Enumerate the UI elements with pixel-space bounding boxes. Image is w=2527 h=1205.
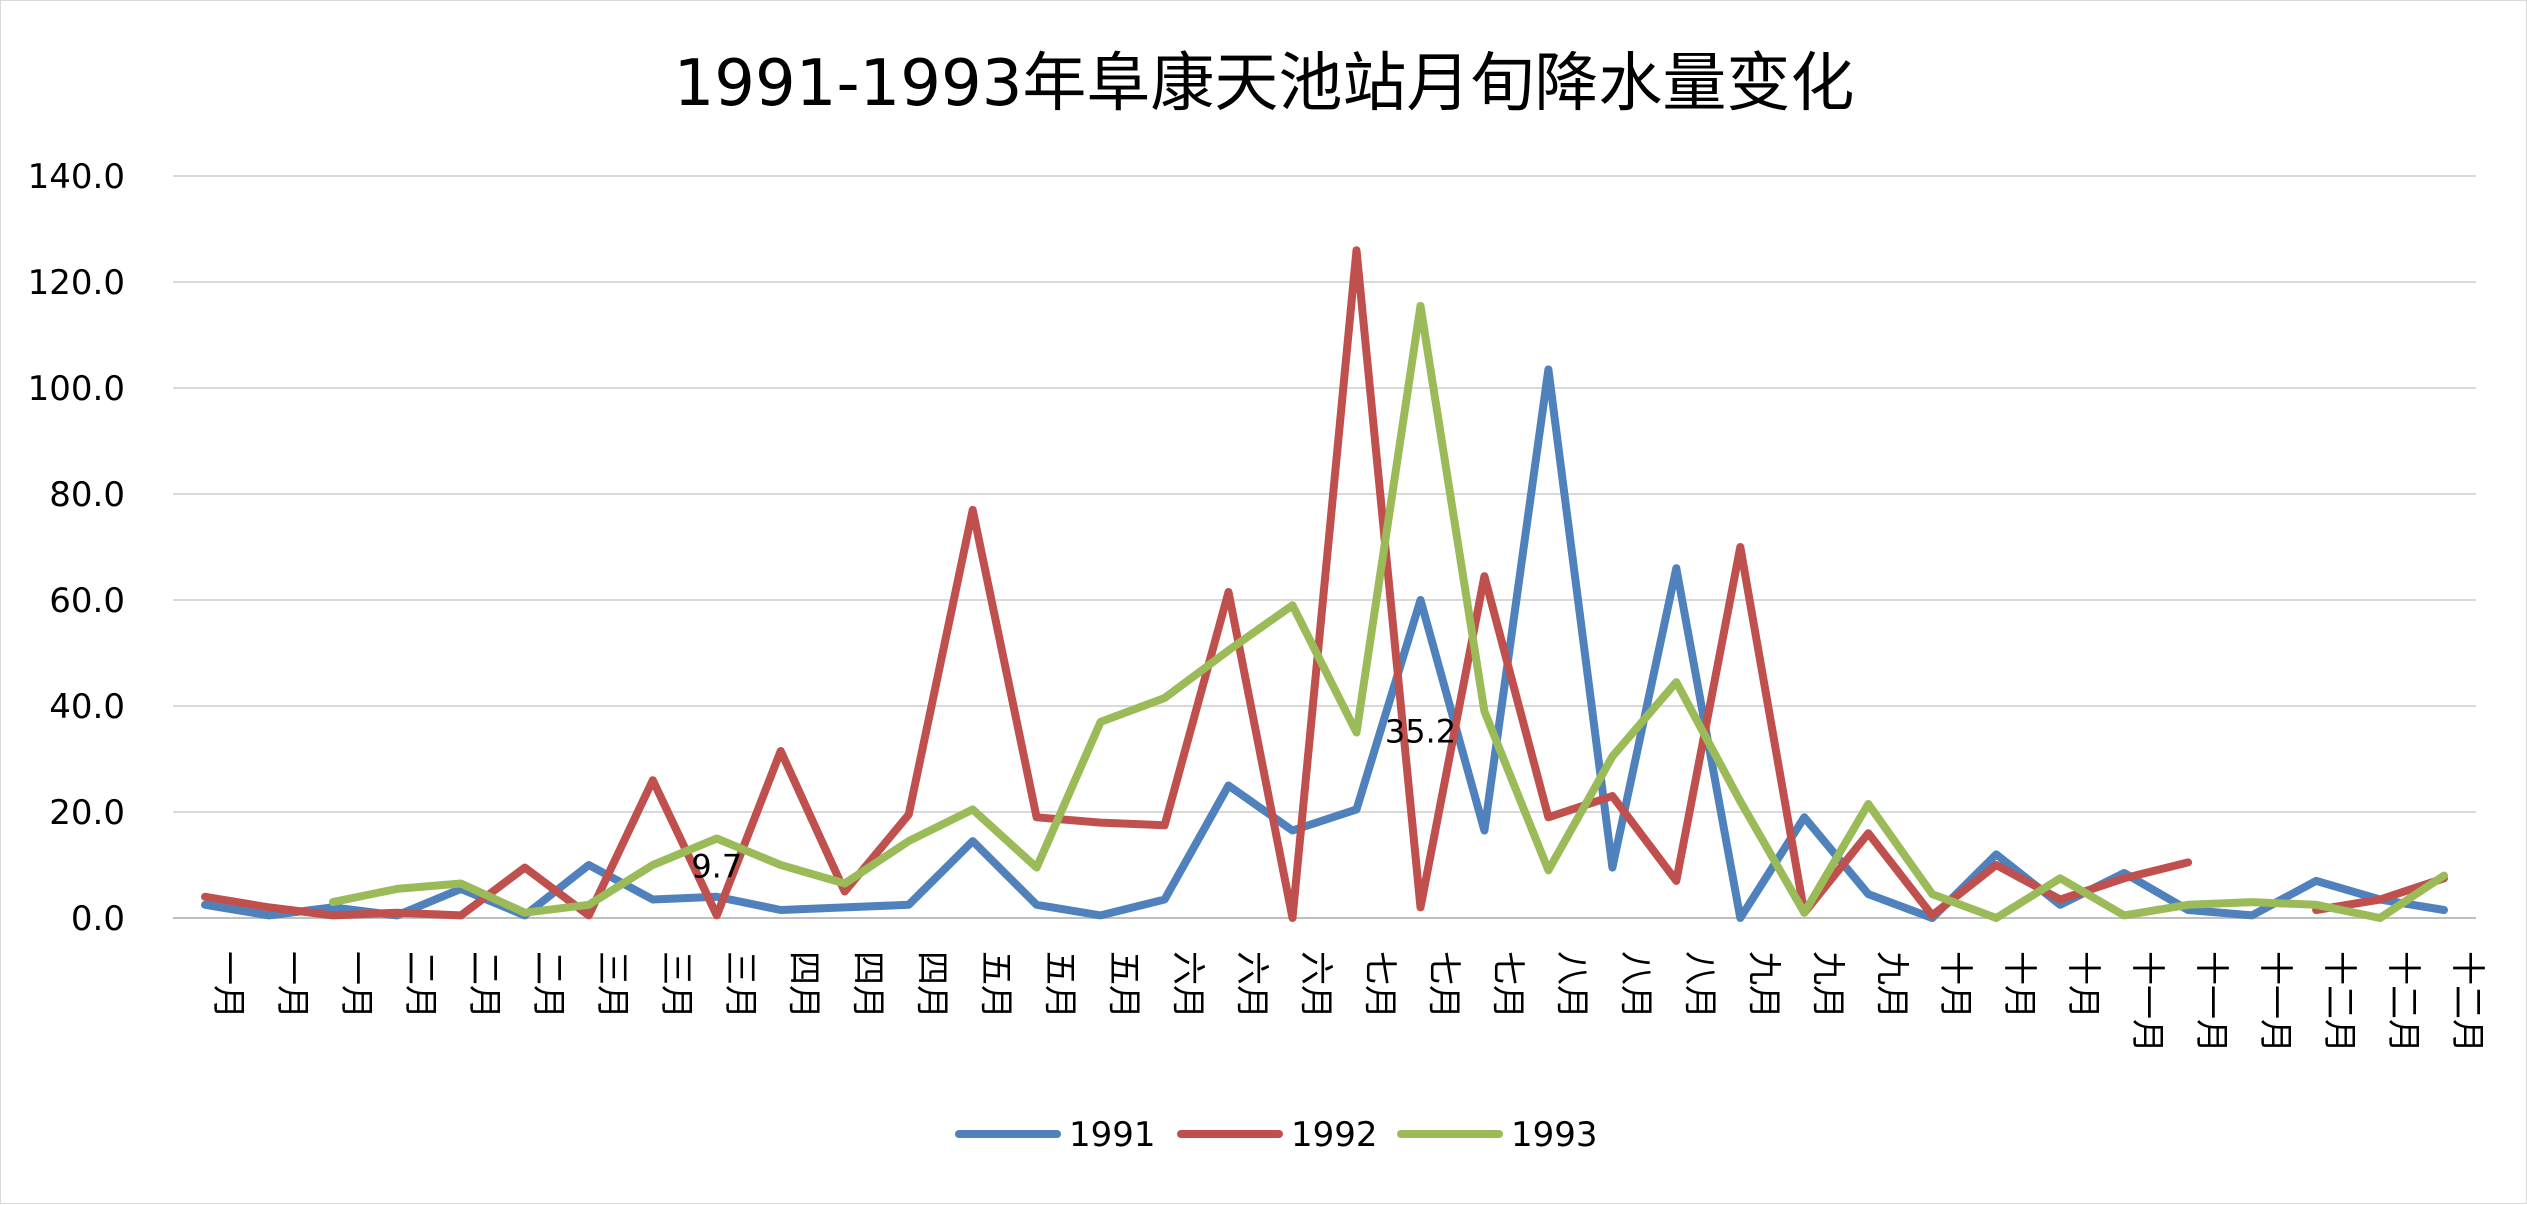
x-tick-label: 十二月 (2383, 951, 2423, 1053)
x-tick-label: 三月 (720, 951, 760, 1019)
x-tick-label: 四月 (784, 951, 824, 1019)
x-tick-label: 一月 (336, 951, 376, 1019)
legend-label-1991: 1991 (1069, 1115, 1156, 1155)
x-tick-label: 八月 (1679, 951, 1719, 1019)
legend-label-1992: 1992 (1291, 1115, 1378, 1155)
x-tick-label: 三月 (656, 951, 696, 1019)
legend-label-1993: 1993 (1511, 1115, 1598, 1155)
y-tick-label: 40.0 (49, 687, 125, 727)
x-tick-label: 一月 (208, 951, 248, 1019)
legend: 1991 1992 1993 (955, 1115, 1598, 1155)
x-tick-label: 九月 (1807, 951, 1847, 1019)
chart-title: 1991-1993年阜康天池站月旬降水量变化 (674, 47, 1855, 121)
x-tick-label: 二月 (464, 951, 504, 1019)
y-tick-label: 0.0 (71, 899, 125, 939)
series-line-1993 (328, 301, 2448, 922)
x-tick-label: 九月 (1871, 951, 1911, 1019)
x-axis-ticks: 一月 一月 一月 二月 二月 二月 三月 三月 三月 四月 四月 四月 五月 五月 五月 六月 六月 六月 七月 七月… (208, 951, 2487, 1053)
gridlines (173, 175, 2476, 919)
x-tick-label: 十月 (1935, 951, 1975, 1019)
x-tick-label: 五月 (1104, 951, 1144, 1019)
data-labels: 9.7 35.2 (691, 712, 1456, 885)
x-tick-label: 七月 (1359, 951, 1399, 1019)
x-tick-label: 六月 (1168, 951, 1208, 1019)
x-tick-label: 七月 (1423, 951, 1463, 1019)
x-tick-label: 八月 (1615, 951, 1655, 1019)
x-tick-label: 一月 (272, 951, 312, 1019)
x-tick-label: 十一月 (2255, 951, 2295, 1053)
x-tick-label: 十一月 (2127, 951, 2167, 1053)
x-tick-label: 十月 (2063, 951, 2103, 1019)
series-line-1991 (201, 365, 2448, 922)
x-tick-label: 六月 (1296, 951, 1336, 1019)
x-tick-label: 十二月 (2447, 951, 2487, 1053)
x-tick-label: 七月 (1487, 951, 1527, 1019)
x-tick-label: 五月 (1040, 951, 1080, 1019)
x-tick-label: 八月 (1551, 951, 1591, 1019)
y-tick-label: 120.0 (28, 263, 125, 303)
x-tick-label: 六月 (1232, 951, 1272, 1019)
x-tick-label: 二月 (400, 951, 440, 1019)
x-tick-label: 十二月 (2319, 951, 2359, 1053)
y-tick-label: 60.0 (49, 581, 125, 621)
x-tick-label: 四月 (848, 951, 888, 1019)
data-label: 9.7 (691, 848, 742, 886)
x-tick-label: 九月 (1743, 951, 1783, 1019)
y-tick-label: 100.0 (28, 369, 125, 409)
y-tick-label: 20.0 (49, 793, 125, 833)
y-axis-ticks: 0.0 20.0 40.0 60.0 80.0 100.0 120.0 140.0 (28, 157, 125, 939)
y-tick-label: 140.0 (28, 157, 125, 197)
data-label: 35.2 (1385, 712, 1456, 750)
x-tick-label: 十一月 (2191, 951, 2231, 1053)
x-tick-label: 三月 (592, 951, 632, 1019)
x-tick-label: 四月 (912, 951, 952, 1019)
x-tick-label: 十月 (1999, 951, 2039, 1019)
series-lines (201, 246, 2448, 922)
y-tick-label: 80.0 (49, 475, 125, 515)
x-tick-label: 二月 (528, 951, 568, 1019)
x-tick-label: 五月 (976, 951, 1016, 1019)
